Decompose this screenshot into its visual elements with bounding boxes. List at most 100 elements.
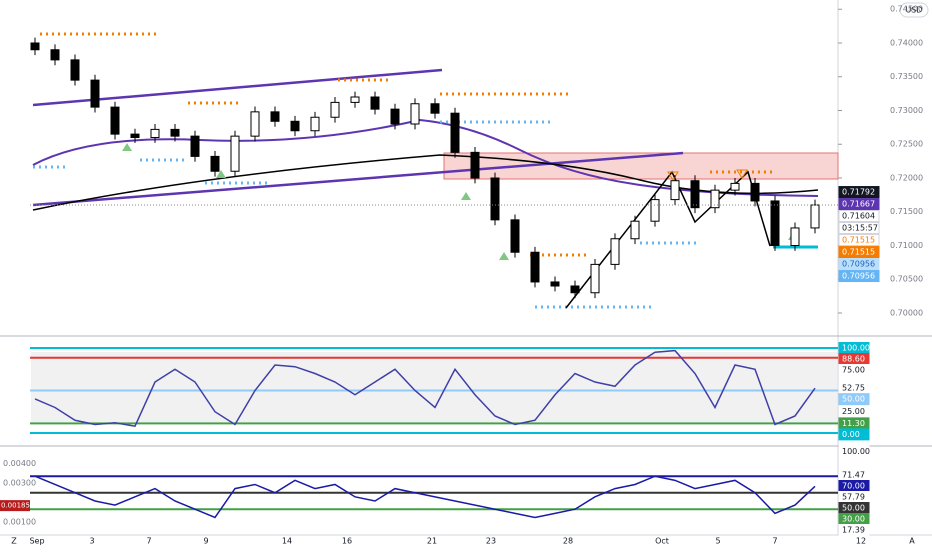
- y2-tag-label: 0.00185: [1, 502, 30, 510]
- candle-body: [770, 200, 780, 246]
- price-tag: [838, 198, 880, 211]
- price-tag-label: 17.39: [842, 526, 865, 535]
- candle-body: [590, 263, 600, 294]
- price-tag: [838, 405, 870, 418]
- candle-body: [430, 103, 440, 114]
- price-tag-label: 0.00: [842, 430, 860, 439]
- price-tag-label: 0.71604: [842, 212, 875, 221]
- x-tick-label: 7: [772, 537, 777, 546]
- candle-body: [370, 96, 380, 110]
- price-tag-label: 100.00: [842, 447, 870, 456]
- candle-body: [350, 96, 360, 103]
- price-tag-label: 71.47: [842, 471, 865, 480]
- corner-button[interactable]: Z: [11, 537, 17, 546]
- price-tag-label: 50.00: [842, 504, 865, 513]
- candle-body: [330, 101, 340, 118]
- triangle-up: [499, 252, 509, 260]
- candle-body: [570, 285, 580, 294]
- corner-button[interactable]: A: [909, 537, 915, 546]
- triangle-up: [461, 192, 471, 200]
- x-tick-label: 12: [856, 537, 866, 546]
- triangle-up: [216, 170, 226, 178]
- price-tag-label: 0.71667: [842, 200, 875, 209]
- x-tick-label: 9: [203, 537, 208, 546]
- x-tick-label: 7: [146, 537, 151, 546]
- price-tag-label: 70.00: [842, 482, 865, 491]
- candle-body: [510, 219, 520, 253]
- candle-body: [90, 79, 100, 108]
- candle-body: [190, 135, 200, 157]
- candle-body: [790, 227, 800, 246]
- price-tag-label: 0.70956: [842, 272, 875, 281]
- triangle-up: [122, 143, 132, 151]
- candle-body: [750, 182, 760, 202]
- y-tick-label: 0.71500: [890, 207, 923, 216]
- countdown: 03:15:57: [842, 224, 878, 233]
- candle-body: [210, 155, 220, 172]
- candle-body: [670, 180, 680, 201]
- x-tick-label: 23: [486, 537, 496, 546]
- channel-line: [32, 68, 443, 107]
- x-tick-label: Sep: [29, 537, 44, 546]
- price-tag-label: 57.79: [842, 493, 865, 502]
- price-tag-label: 0.71515: [842, 248, 875, 257]
- candle-body: [70, 59, 80, 81]
- price-tag: [838, 445, 870, 458]
- price-tag-label: 88.60: [842, 355, 865, 364]
- y-tick-label: 0.74500: [890, 5, 923, 14]
- candle-body: [170, 128, 180, 137]
- x-tick-label: 21: [427, 537, 437, 546]
- price-tag: [838, 270, 880, 283]
- price-tag: [838, 393, 870, 406]
- price-tag-label: 52.75: [842, 384, 865, 393]
- price-tag: [838, 524, 870, 537]
- price-tag-label: 75.00: [842, 366, 865, 375]
- candle-body: [550, 281, 560, 287]
- y2-tick-label: 0.00300: [3, 479, 36, 488]
- price-tag: [838, 210, 880, 223]
- x-tick-label: 14: [282, 537, 292, 546]
- price-tag-label: 50.00: [842, 395, 865, 404]
- y2-tick-label: 0.00400: [3, 459, 36, 468]
- y-tick-label: 0.73500: [890, 72, 923, 81]
- channel-line: [32, 151, 684, 207]
- candle-body: [410, 103, 420, 125]
- price-tag: [838, 234, 880, 247]
- x-tick-label: 28: [563, 537, 573, 546]
- x-tick-label: 5: [715, 537, 720, 546]
- candle-body: [650, 199, 660, 222]
- y-tick-label: 0.73000: [890, 106, 923, 115]
- price-tag-label: 100.00: [842, 344, 870, 353]
- price-tag-label: 0.71515: [842, 236, 875, 245]
- moving-average: [32, 154, 819, 211]
- candle-body: [390, 108, 400, 125]
- price-tag: [838, 186, 880, 199]
- price-tag: [838, 246, 880, 259]
- y-tick-label: 0.70500: [890, 275, 923, 284]
- candle-body: [810, 204, 820, 229]
- price-tag-label: 0.70956: [842, 260, 875, 269]
- y-tick-label: 0.74000: [890, 38, 923, 47]
- candle-body: [270, 111, 280, 122]
- candle-body: [630, 220, 640, 240]
- y-tick-label: 0.72500: [890, 140, 923, 149]
- price-tag-label: 30.00: [842, 515, 865, 524]
- price-tag: [838, 428, 870, 441]
- candle-body: [110, 106, 120, 135]
- candle-body: [710, 189, 720, 209]
- candle-body: [250, 111, 260, 137]
- x-tick-label: 3: [89, 537, 94, 546]
- price-tag: [838, 364, 870, 377]
- countdown-box: [838, 222, 880, 235]
- candle-body: [50, 49, 60, 61]
- candle-body: [530, 251, 540, 283]
- indicator-line: [34, 349, 816, 428]
- candle-body: [470, 151, 480, 179]
- x-tick-label: Oct: [655, 537, 669, 546]
- triangle-down: [736, 169, 748, 179]
- currency: USD: [905, 6, 922, 15]
- candle-body: [690, 180, 700, 209]
- indicator-line: [34, 475, 816, 519]
